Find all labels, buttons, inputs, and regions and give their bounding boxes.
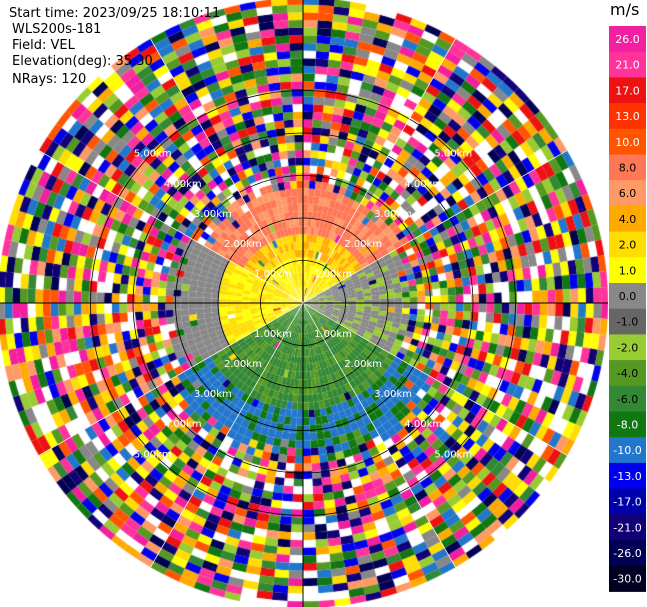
site-label: WLS200s-181 bbox=[12, 22, 102, 37]
azimuth-spoke bbox=[38, 302, 304, 456]
range-ring-label: 5.00km bbox=[434, 449, 472, 460]
azimuth-spoke bbox=[302, 150, 568, 304]
azimuth-spoke bbox=[38, 150, 304, 304]
range-ring-label: 5.00km bbox=[134, 149, 172, 160]
elevation-label: Elevation(deg): 35.30 bbox=[12, 54, 153, 69]
nrays-label: NRays: 120 bbox=[12, 72, 87, 87]
azimuth-spoke bbox=[150, 38, 304, 304]
range-ring-label: 3.00km bbox=[374, 209, 412, 220]
range-ring-label: 2.00km bbox=[224, 359, 262, 370]
range-ring-label: 4.00km bbox=[164, 419, 202, 430]
start-time-label: Start time: 2023/09/25 18:10:11 bbox=[9, 6, 221, 21]
azimuth-spoke bbox=[150, 302, 304, 568]
range-ring-label: 1.00km bbox=[254, 329, 292, 340]
range-ring-label: 1.00km bbox=[314, 329, 352, 340]
azimuth-spoke bbox=[302, 302, 568, 456]
range-ring-label: 5.00km bbox=[434, 149, 472, 160]
range-ring-label: 1.00km bbox=[314, 269, 352, 280]
field-label: Field: VEL bbox=[12, 38, 75, 53]
colorbar-unit: m/s bbox=[610, 0, 640, 19]
range-ring-label: 4.00km bbox=[404, 419, 442, 430]
range-ring-label: 5.00km bbox=[134, 449, 172, 460]
azimuth-spoke bbox=[302, 302, 456, 568]
range-ring-label: 4.00km bbox=[164, 179, 202, 190]
range-ring-label: 3.00km bbox=[374, 389, 412, 400]
range-ring-label: 3.00km bbox=[194, 209, 232, 220]
range-ring-label: 3.00km bbox=[194, 389, 232, 400]
azimuth-spoke bbox=[302, 38, 456, 304]
range-ring-label: 4.00km bbox=[404, 179, 442, 190]
range-ring-label: 2.00km bbox=[224, 239, 262, 250]
range-ring-label: 1.00km bbox=[254, 269, 292, 280]
range-ring-label: 2.00km bbox=[344, 359, 382, 370]
range-ring-label: 2.00km bbox=[344, 239, 382, 250]
